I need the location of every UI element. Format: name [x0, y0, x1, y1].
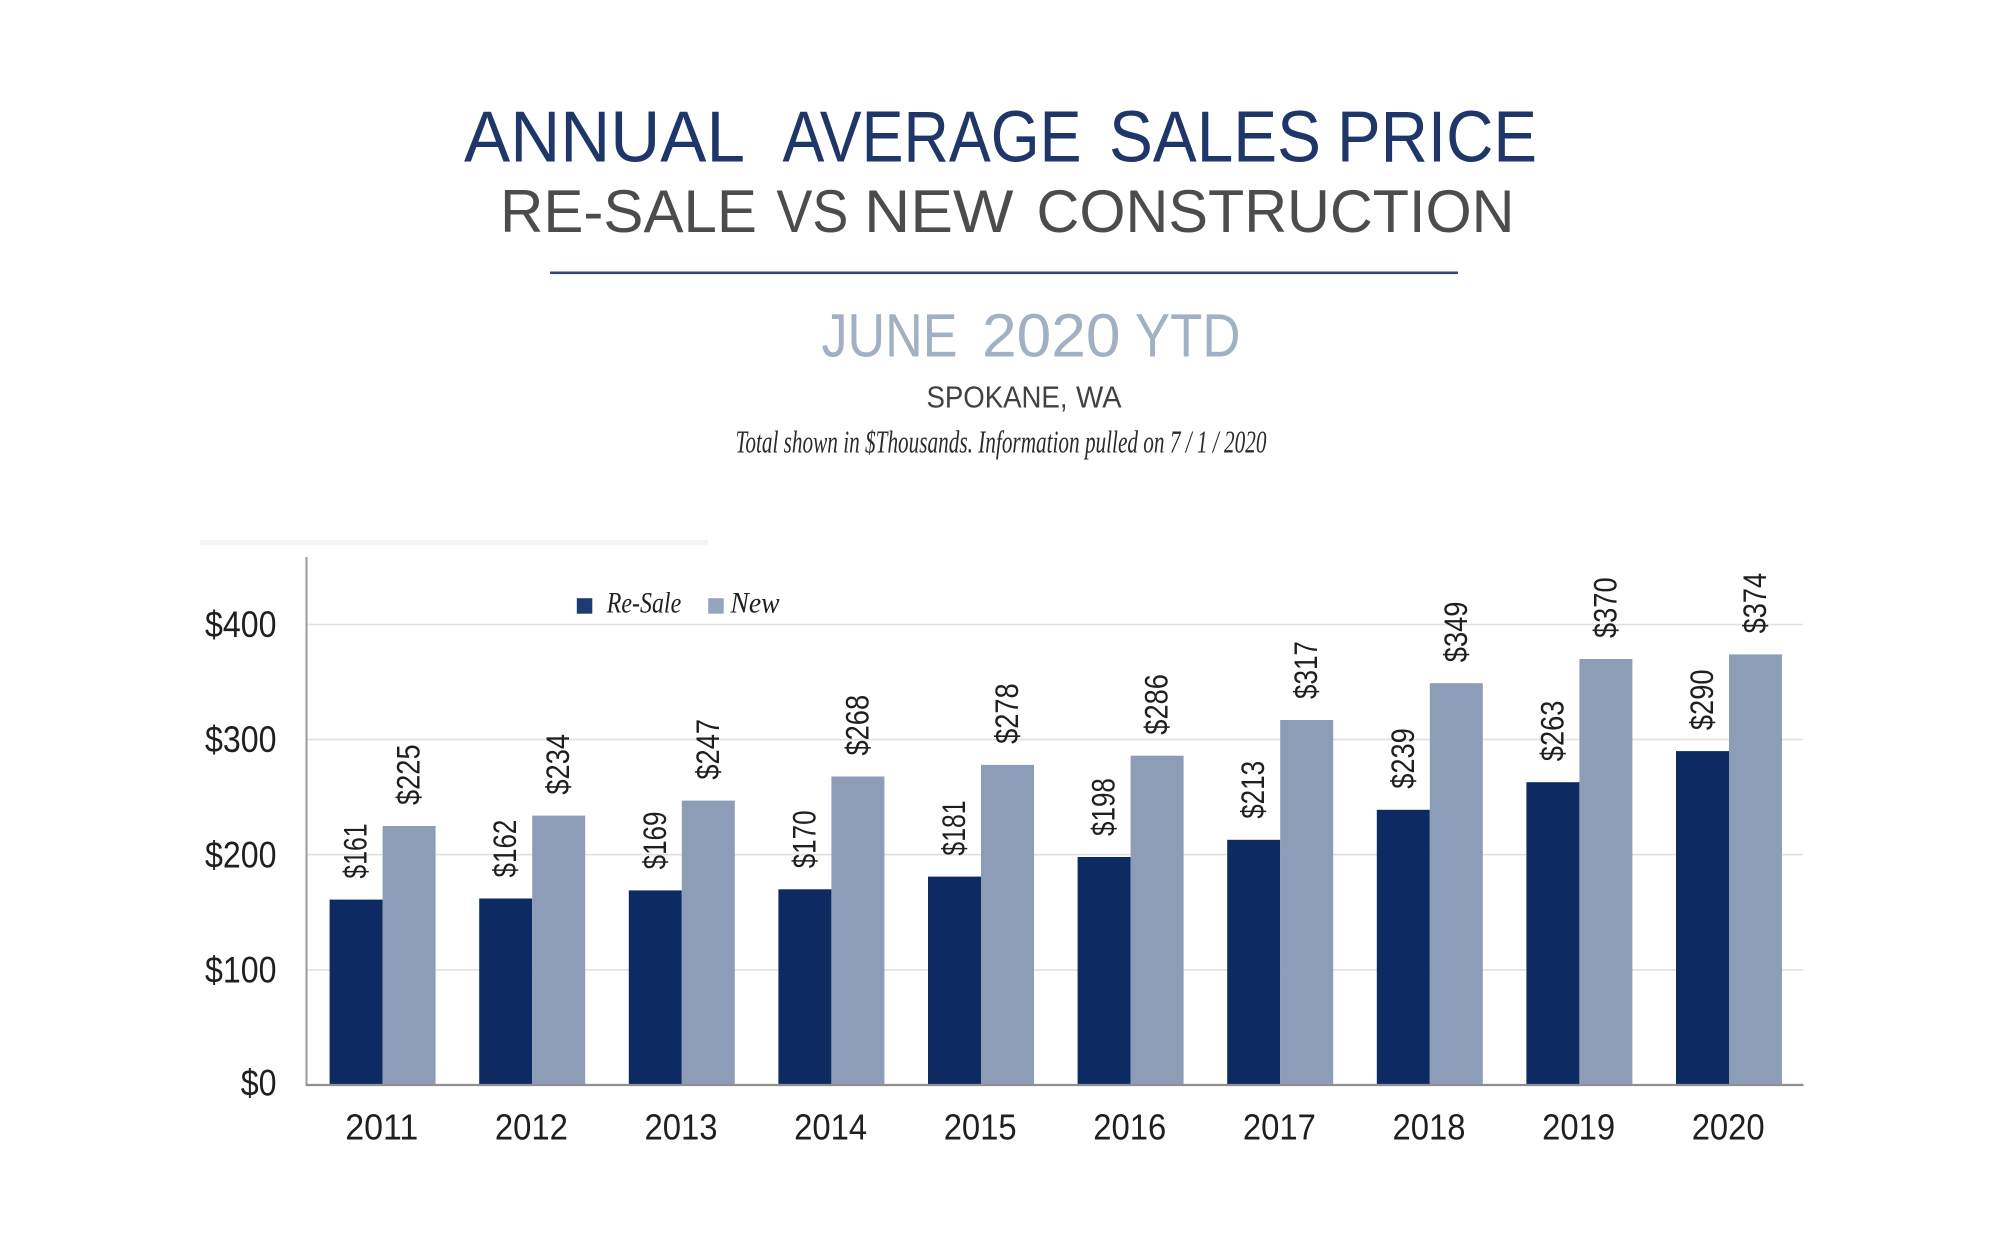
- svg-text:2013: 2013: [645, 1106, 718, 1147]
- svg-text:$349: $349: [1438, 602, 1474, 663]
- svg-text:SPOKANE,: SPOKANE,: [927, 381, 1068, 415]
- svg-text:$247: $247: [690, 719, 726, 780]
- svg-text:2017: 2017: [1243, 1106, 1316, 1147]
- svg-text:2015: 2015: [944, 1106, 1017, 1147]
- svg-text:$213: $213: [1235, 761, 1271, 819]
- svg-text:New: New: [729, 588, 780, 620]
- svg-text:2020: 2020: [982, 302, 1121, 370]
- svg-text:$225: $225: [391, 744, 427, 805]
- svg-text:$290: $290: [1684, 670, 1720, 731]
- svg-text:$169: $169: [637, 812, 673, 870]
- svg-text:2020: 2020: [1692, 1106, 1765, 1147]
- svg-text:$278: $278: [989, 683, 1025, 744]
- svg-text:Re-Sale: Re-Sale: [606, 588, 681, 620]
- svg-text:2012: 2012: [495, 1106, 568, 1147]
- svg-text:SALES: SALES: [1109, 96, 1321, 177]
- svg-text:NEW: NEW: [864, 177, 1014, 245]
- svg-text:Total shown in $Thousands. Inf: Total shown in $Thousands. Information p…: [736, 424, 1267, 460]
- svg-text:$239: $239: [1385, 728, 1421, 789]
- svg-text:YTD: YTD: [1135, 302, 1241, 370]
- svg-text:$374: $374: [1737, 573, 1773, 634]
- svg-text:$162: $162: [487, 820, 523, 878]
- svg-text:PRICE: PRICE: [1337, 96, 1537, 177]
- svg-text:$263: $263: [1534, 701, 1570, 762]
- svg-text:$300: $300: [205, 719, 277, 760]
- svg-text:AVERAGE: AVERAGE: [783, 96, 1082, 177]
- svg-text:2014: 2014: [794, 1106, 867, 1147]
- svg-text:$181: $181: [936, 800, 972, 855]
- svg-text:$170: $170: [786, 810, 822, 868]
- svg-text:WA: WA: [1076, 381, 1122, 415]
- svg-text:$370: $370: [1587, 577, 1623, 638]
- svg-text:VS: VS: [776, 177, 848, 245]
- svg-text:$286: $286: [1139, 674, 1175, 735]
- svg-text:$268: $268: [839, 695, 875, 756]
- svg-text:$400: $400: [205, 604, 277, 645]
- svg-text:2016: 2016: [1093, 1106, 1166, 1147]
- svg-text:$198: $198: [1086, 778, 1122, 836]
- svg-text:$317: $317: [1288, 641, 1324, 699]
- svg-text:2019: 2019: [1542, 1106, 1615, 1147]
- svg-text:$0: $0: [241, 1063, 277, 1104]
- svg-text:ANNUAL: ANNUAL: [464, 96, 745, 177]
- svg-text:CONSTRUCTION: CONSTRUCTION: [1037, 177, 1515, 245]
- svg-text:$161: $161: [338, 823, 374, 878]
- svg-text:RE-SALE: RE-SALE: [500, 177, 757, 245]
- svg-text:JUNE: JUNE: [822, 302, 958, 370]
- svg-text:$100: $100: [205, 950, 277, 991]
- svg-text:$200: $200: [205, 834, 277, 875]
- svg-text:$234: $234: [540, 734, 576, 795]
- svg-text:2018: 2018: [1393, 1106, 1466, 1147]
- svg-text:2011: 2011: [345, 1106, 418, 1147]
